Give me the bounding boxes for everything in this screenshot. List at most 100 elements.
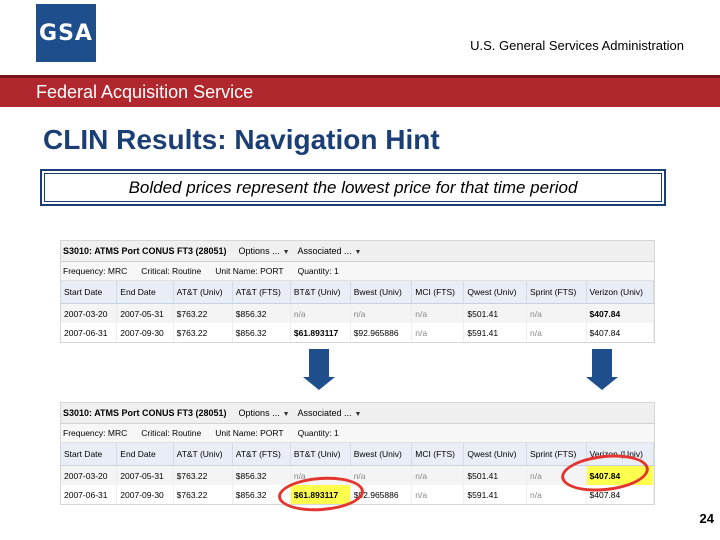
cell: $407.84	[586, 303, 655, 323]
page-number: 24	[699, 511, 714, 526]
grid-meta: Frequency: MRC Critical: Routine Unit Na…	[61, 424, 654, 443]
cell: $763.22	[173, 485, 233, 504]
col-header[interactable]: Bwest (Univ)	[350, 281, 413, 304]
chevron-down-icon: ▼	[354, 249, 362, 256]
gsa-logo: GSA	[36, 4, 96, 62]
col-header[interactable]: BT&T (Univ)	[290, 443, 351, 466]
down-arrow-icon	[303, 349, 335, 390]
cell: 2007-05-31	[116, 465, 174, 485]
cell: $501.41	[463, 465, 528, 485]
cell: 2007-09-30	[116, 485, 174, 504]
col-header[interactable]: Sprint (FTS)	[526, 443, 587, 466]
results-grid-after: S3010: ATMS Port CONUS FT3 (28051) Optio…	[60, 402, 655, 505]
cell: n/a	[411, 465, 465, 485]
cell: $591.41	[463, 485, 528, 504]
col-header[interactable]: AT&T (FTS)	[232, 443, 291, 466]
frequency: Frequency: MRC	[63, 266, 128, 276]
col-header[interactable]: End Date	[116, 443, 174, 466]
cell: $407.84	[586, 485, 655, 504]
grid-toolbar: S3010: ATMS Port CONUS FT3 (28051) Optio…	[61, 403, 654, 424]
table-header-row: Start Date End Date AT&T (Univ) AT&T (FT…	[61, 443, 655, 466]
col-header[interactable]: AT&T (Univ)	[173, 443, 233, 466]
cell: 2007-05-31	[116, 303, 174, 323]
table-header-row: Start Date End Date AT&T (Univ) AT&T (FT…	[61, 281, 655, 304]
associated-label: Associated ...	[297, 408, 352, 418]
options-label: Options ...	[238, 408, 280, 418]
cell: $407.84	[586, 323, 655, 342]
table-row: 2007-03-20 2007-05-31 $763.22 $856.32 n/…	[61, 465, 655, 485]
price-table: Start Date End Date AT&T (Univ) AT&T (FT…	[61, 443, 655, 504]
cell: 2007-09-30	[116, 323, 174, 342]
col-header[interactable]: End Date	[116, 281, 174, 304]
table-row: 2007-06-31 2007-09-30 $763.22 $856.32 $6…	[61, 485, 655, 504]
col-header[interactable]: MCI (FTS)	[411, 281, 465, 304]
table-row: 2007-03-20 2007-05-31 $763.22 $856.32 n/…	[61, 303, 655, 323]
results-grid-before: S3010: ATMS Port CONUS FT3 (28051) Optio…	[60, 240, 655, 343]
cell: n/a	[526, 485, 587, 504]
cell: $501.41	[463, 303, 528, 323]
cell: n/a	[411, 485, 465, 504]
col-header[interactable]: BT&T (Univ)	[290, 281, 351, 304]
symbol-label: S3010: ATMS Port CONUS FT3 (28051)	[63, 408, 227, 418]
cell: n/a	[350, 465, 413, 485]
cell: $591.41	[463, 323, 528, 342]
quantity: Quantity: 1	[297, 428, 339, 438]
cell: $763.22	[173, 323, 233, 342]
associated-label: Associated ...	[297, 246, 352, 256]
slide-title: CLIN Results: Navigation Hint	[43, 124, 440, 155]
col-header[interactable]: Start Date	[61, 443, 118, 466]
col-header[interactable]: MCI (FTS)	[411, 443, 465, 466]
cell: $856.32	[232, 485, 291, 504]
associated-menu[interactable]: Associated ... ▼	[298, 246, 362, 256]
cell: 2007-06-31	[61, 485, 118, 504]
down-arrow-icon	[586, 349, 618, 390]
options-menu[interactable]: Options ... ▼	[239, 246, 290, 256]
cell: $763.22	[173, 303, 233, 323]
cell: n/a	[290, 303, 351, 323]
quantity: Quantity: 1	[297, 266, 339, 276]
price-table: Start Date End Date AT&T (Univ) AT&T (FT…	[61, 281, 655, 342]
service-name: Federal Acquisition Service	[36, 82, 254, 102]
cell: n/a	[526, 323, 587, 342]
hint-text: Bolded prices represent the lowest price…	[44, 173, 662, 202]
cell: 2007-03-20	[61, 303, 118, 323]
col-header[interactable]: AT&T (FTS)	[232, 281, 291, 304]
col-header[interactable]: Start Date	[61, 281, 118, 304]
cell: n/a	[411, 303, 465, 323]
critical: Critical: Routine	[141, 428, 202, 438]
cell: 2007-06-31	[61, 323, 118, 342]
agency-name: U.S. General Services Administration	[470, 38, 684, 53]
chevron-down-icon: ▼	[282, 249, 290, 256]
cell: $61.893117	[290, 323, 351, 342]
col-header[interactable]: Verizon (Univ)	[586, 281, 655, 304]
symbol-label: S3010: ATMS Port CONUS FT3 (28051)	[63, 246, 227, 256]
col-header[interactable]: Qwest (Univ)	[463, 281, 528, 304]
col-header[interactable]: AT&T (Univ)	[173, 281, 233, 304]
cell: n/a	[290, 465, 351, 485]
cell: n/a	[411, 323, 465, 342]
cell: n/a	[350, 303, 413, 323]
options-menu[interactable]: Options ... ▼	[239, 408, 290, 418]
grid-meta: Frequency: MRC Critical: Routine Unit Na…	[61, 262, 654, 281]
header-band	[0, 75, 720, 107]
cell: $856.32	[232, 465, 291, 485]
unit-name: Unit Name: PORT	[215, 266, 284, 276]
chevron-down-icon: ▼	[354, 411, 362, 418]
col-header[interactable]: Bwest (Univ)	[350, 443, 413, 466]
col-header[interactable]: Verizon (Univ)	[586, 443, 655, 466]
lowest-price-cell: $407.84	[586, 465, 655, 485]
associated-menu[interactable]: Associated ... ▼	[298, 408, 362, 418]
critical: Critical: Routine	[141, 266, 202, 276]
hint-box: Bolded prices represent the lowest price…	[40, 169, 666, 206]
cell: n/a	[526, 303, 587, 323]
chevron-down-icon: ▼	[282, 411, 290, 418]
cell: $92.965886	[350, 323, 413, 342]
options-label: Options ...	[238, 246, 280, 256]
table-row: 2007-06-31 2007-09-30 $763.22 $856.32 $6…	[61, 323, 655, 342]
cell: 2007-03-20	[61, 465, 118, 485]
cell: $763.22	[173, 465, 233, 485]
col-header[interactable]: Sprint (FTS)	[526, 281, 587, 304]
unit-name: Unit Name: PORT	[215, 428, 284, 438]
col-header[interactable]: Qwest (Univ)	[463, 443, 528, 466]
grid-toolbar: S3010: ATMS Port CONUS FT3 (28051) Optio…	[61, 241, 654, 262]
